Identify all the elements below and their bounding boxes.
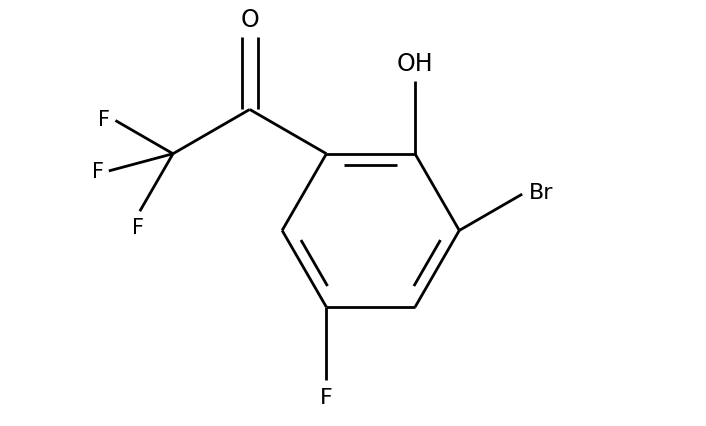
Text: OH: OH [397,52,433,76]
Text: F: F [320,387,333,407]
Text: F: F [98,109,110,130]
Text: F: F [132,217,144,237]
Text: O: O [240,8,259,32]
Text: Br: Br [528,183,553,203]
Text: F: F [92,161,104,181]
